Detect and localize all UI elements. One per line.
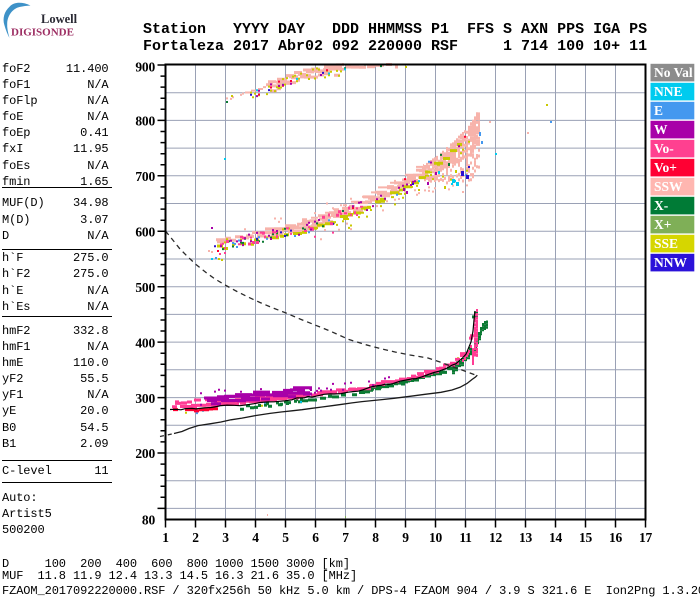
svg-text:5: 5 <box>282 530 289 545</box>
svg-text:15: 15 <box>579 530 593 545</box>
svg-text:X-: X- <box>654 198 668 213</box>
svg-text:Vo+: Vo+ <box>654 160 677 175</box>
svg-text:X+: X+ <box>654 217 671 232</box>
svg-text:NNE: NNE <box>654 84 683 99</box>
svg-text:9: 9 <box>402 530 409 545</box>
svg-text:500: 500 <box>135 280 155 295</box>
svg-text:SSW: SSW <box>654 179 683 194</box>
svg-text:4: 4 <box>252 530 259 545</box>
svg-text:NNW: NNW <box>654 255 687 270</box>
svg-text:2: 2 <box>192 530 199 545</box>
svg-text:80: 80 <box>142 513 156 528</box>
svg-text:DIGISONDE: DIGISONDE <box>11 27 74 39</box>
svg-text:No Val: No Val <box>654 65 693 80</box>
svg-text:11: 11 <box>459 530 472 545</box>
svg-text:900: 900 <box>135 60 155 75</box>
svg-text:1: 1 <box>162 530 169 545</box>
svg-text:800: 800 <box>135 114 155 129</box>
svg-text:16: 16 <box>609 530 623 545</box>
svg-text:400: 400 <box>135 335 155 350</box>
svg-text:Lowell: Lowell <box>41 12 78 26</box>
svg-text:E: E <box>654 103 663 118</box>
svg-text:14: 14 <box>549 530 563 545</box>
svg-text:7: 7 <box>342 530 349 545</box>
svg-text:8: 8 <box>372 530 379 545</box>
svg-text:700: 700 <box>135 169 155 184</box>
svg-text:6: 6 <box>312 530 319 545</box>
svg-text:200: 200 <box>135 446 155 461</box>
svg-text:W: W <box>654 122 668 137</box>
svg-text:17: 17 <box>639 530 653 545</box>
svg-text:600: 600 <box>135 225 155 240</box>
svg-text:Vo-: Vo- <box>654 141 674 156</box>
svg-text:3: 3 <box>222 530 229 545</box>
svg-text:13: 13 <box>519 530 533 545</box>
svg-text:12: 12 <box>489 530 503 545</box>
svg-text:300: 300 <box>135 391 155 406</box>
svg-text:SSE: SSE <box>654 236 678 251</box>
svg-text:10: 10 <box>429 530 443 545</box>
